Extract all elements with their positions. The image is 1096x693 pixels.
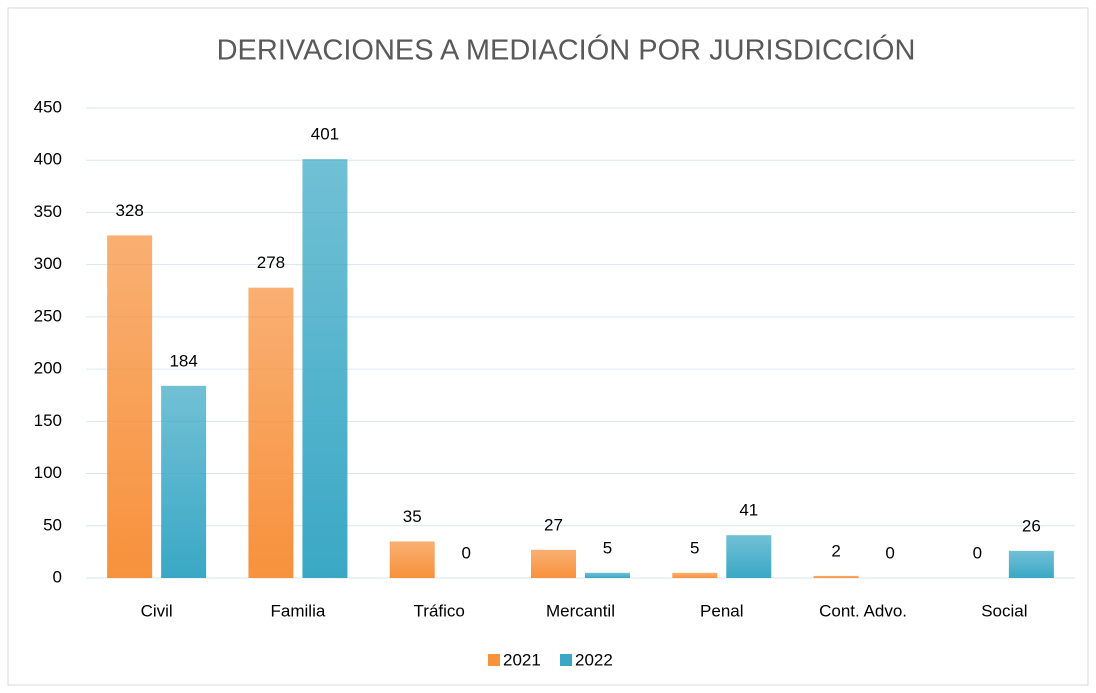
value-label: 0 <box>461 543 470 562</box>
bar <box>302 159 348 578</box>
value-label: 278 <box>257 253 285 272</box>
legend-label: 2022 <box>575 650 613 669</box>
x-tick-label: Mercantil <box>546 601 615 620</box>
x-tick-label: Familia <box>271 601 326 620</box>
bar <box>531 549 576 578</box>
bar <box>107 235 153 578</box>
y-tick-label: 450 <box>34 97 62 116</box>
bar <box>161 385 207 578</box>
value-label: 0 <box>885 543 894 562</box>
legend-swatch <box>488 654 500 666</box>
y-tick-label: 350 <box>34 202 62 221</box>
bar <box>248 287 294 578</box>
bar <box>389 541 435 578</box>
x-tick-label: Tráfico <box>414 601 465 620</box>
bar <box>672 572 718 578</box>
y-tick-label: 50 <box>43 515 62 534</box>
value-label: 184 <box>169 351 197 370</box>
bar <box>1008 550 1054 578</box>
value-label: 401 <box>311 125 339 144</box>
value-label: 5 <box>603 538 612 557</box>
y-tick-label: 100 <box>34 463 62 482</box>
y-tick-label: 0 <box>53 567 62 586</box>
y-tick-label: 300 <box>34 254 62 273</box>
value-label: 0 <box>973 543 982 562</box>
x-tick-label: Penal <box>700 601 743 620</box>
value-label: 41 <box>739 501 758 520</box>
y-tick-label: 400 <box>34 150 62 169</box>
y-tick-label: 150 <box>34 411 62 430</box>
x-tick-label: Civil <box>141 601 173 620</box>
value-label: 35 <box>403 507 422 526</box>
chart-title: DERIVACIONES A MEDIACIÓN POR JURISDICCIÓ… <box>217 34 916 67</box>
y-tick-label: 250 <box>34 306 62 325</box>
legend-swatch <box>560 654 572 666</box>
bar <box>585 572 630 578</box>
value-label: 328 <box>115 201 143 220</box>
value-label: 27 <box>544 515 563 534</box>
value-label: 26 <box>1022 516 1041 535</box>
x-tick-label: Cont. Advo. <box>819 601 907 620</box>
value-label: 2 <box>831 541 840 560</box>
bar <box>726 535 772 578</box>
x-tick-label: Social <box>981 601 1027 620</box>
bar <box>813 575 859 578</box>
chart-border <box>7 7 1089 686</box>
value-label: 5 <box>690 538 699 557</box>
legend-label: 2021 <box>503 650 541 669</box>
y-tick-label: 200 <box>34 359 62 378</box>
